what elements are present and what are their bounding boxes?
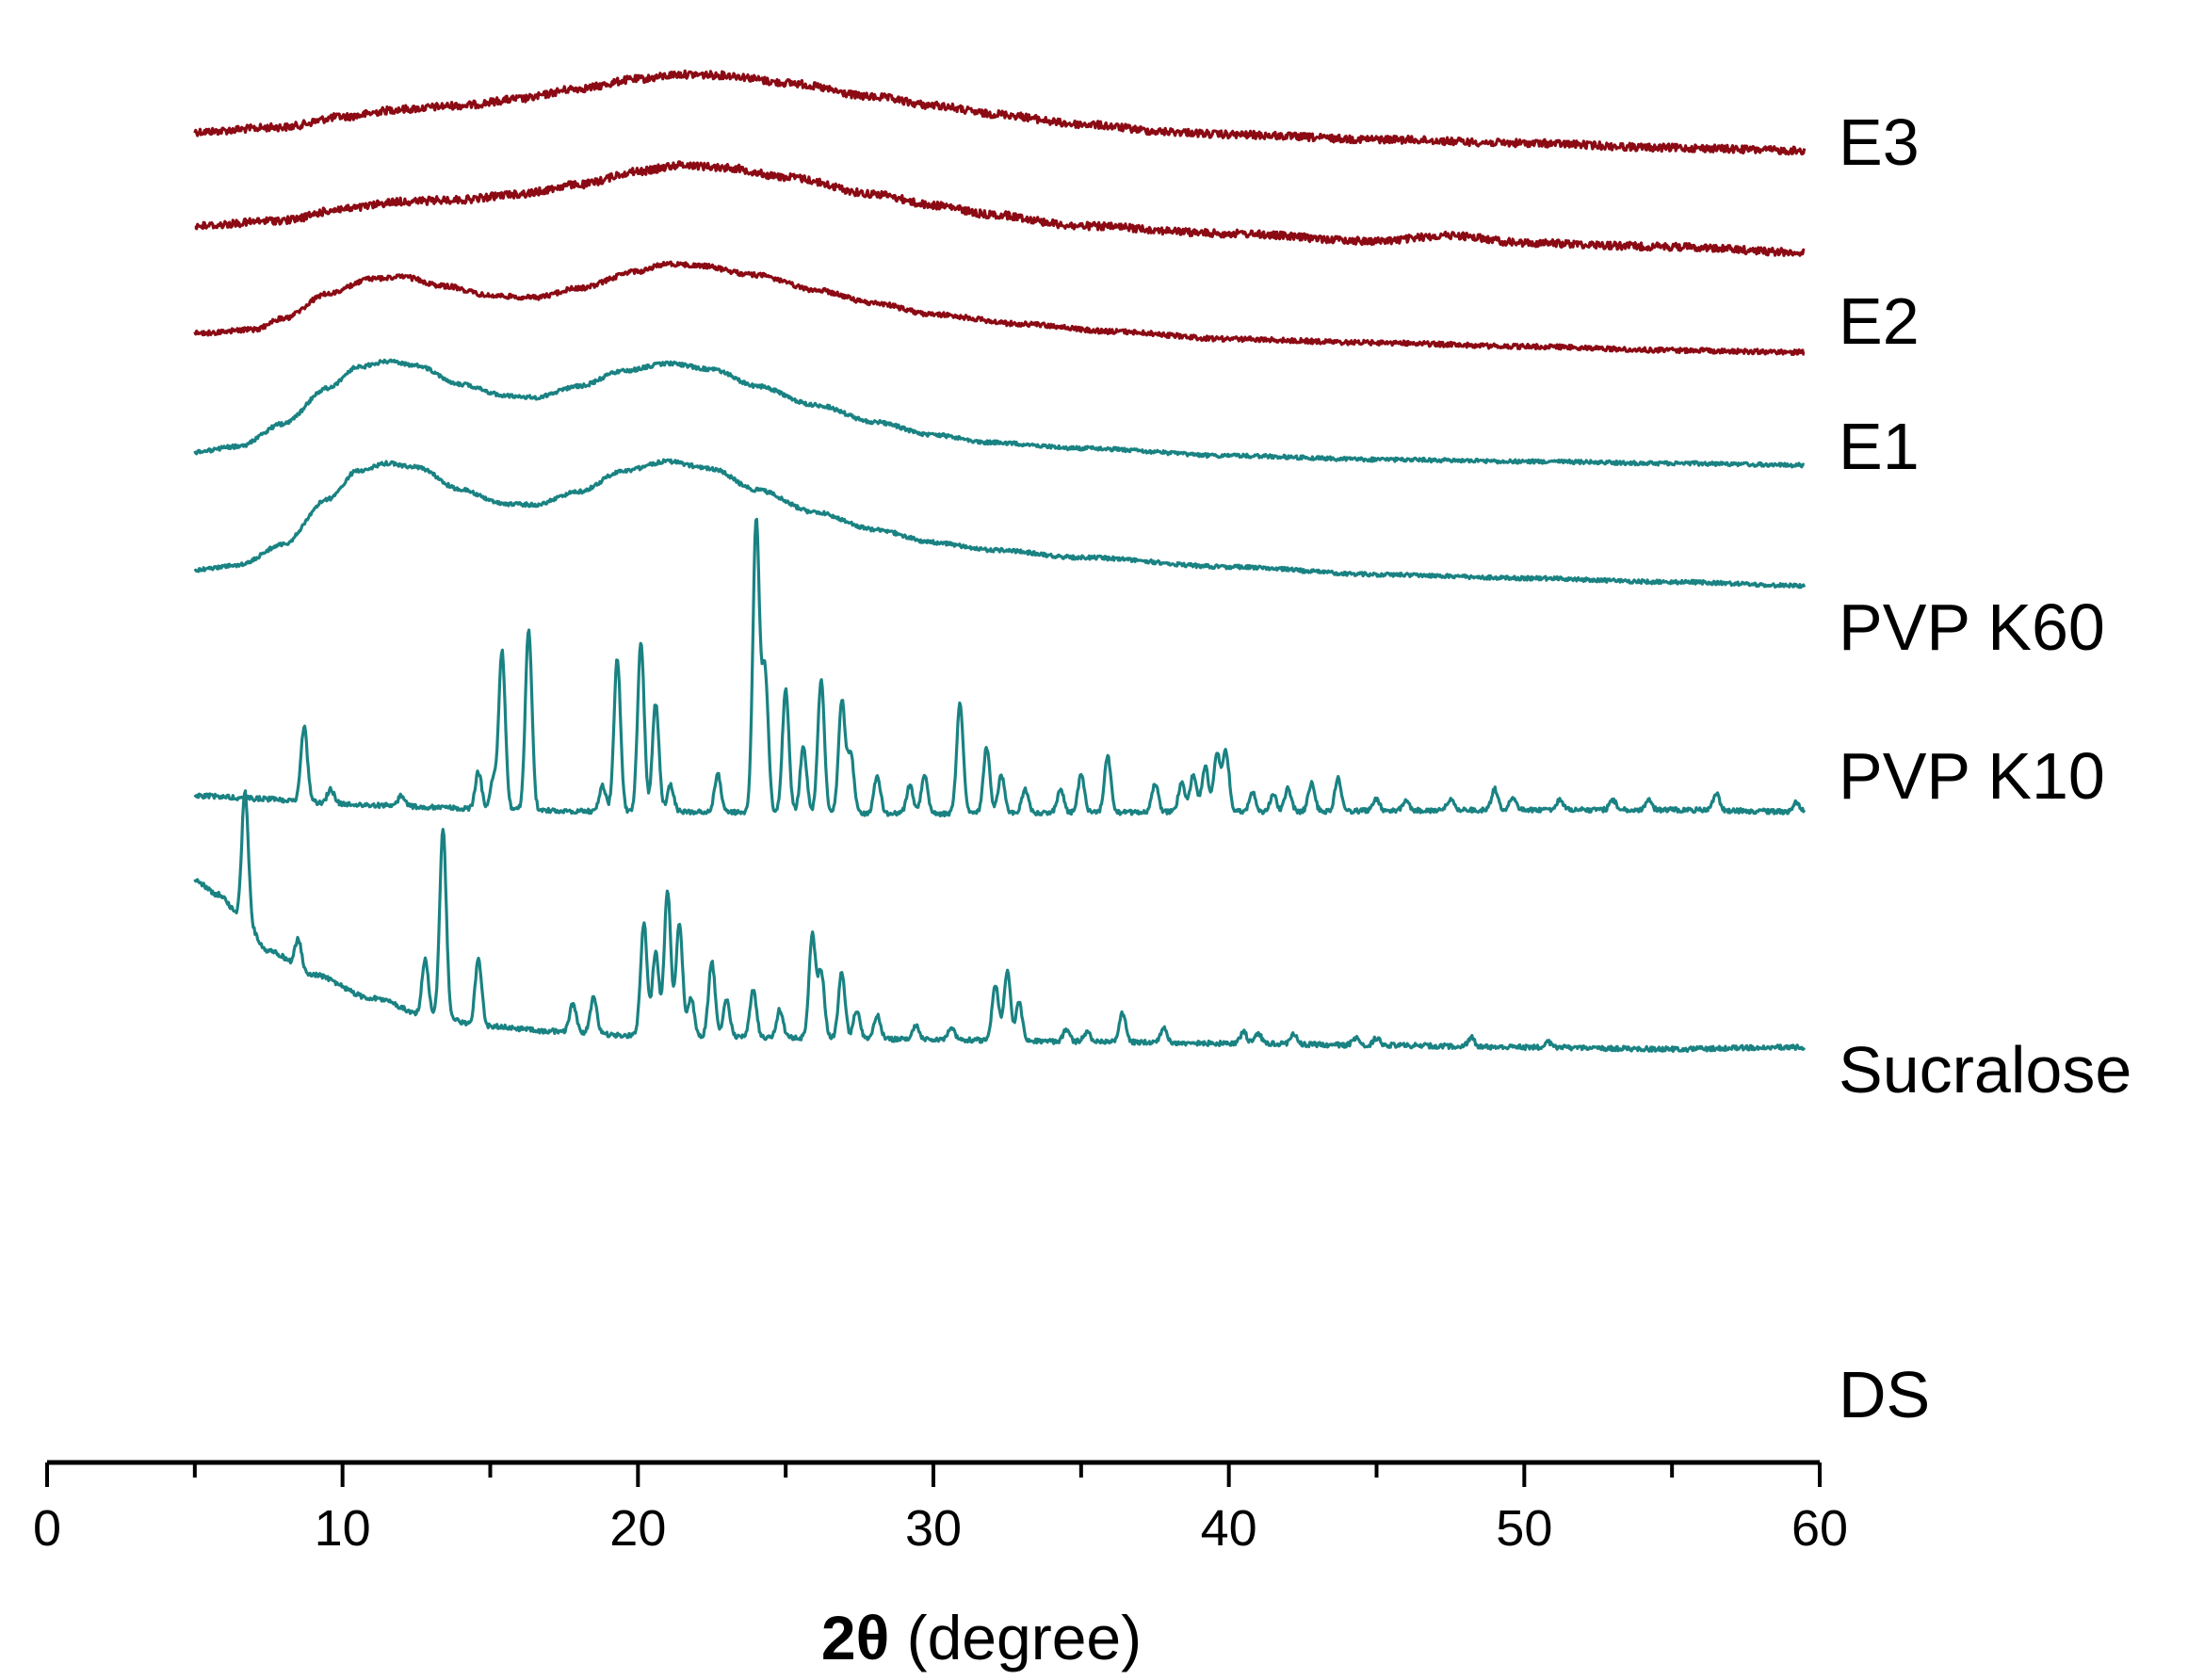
series-label-layer: E3 E2 E1 PVP K60 PVP K10 Sucralose DS — [1839, 105, 2131, 1431]
series-line-e2 — [194, 160, 1806, 257]
series-label-ds: DS — [1839, 1358, 1930, 1431]
series-line-e3 — [193, 69, 1807, 156]
series-label-sucralose: Sucralose — [1839, 1033, 2131, 1107]
x-tick-label-30: 30 — [905, 1500, 962, 1557]
series-label-e3: E3 — [1839, 105, 1920, 179]
series-line-sucralose — [193, 517, 1807, 817]
x-axis-title-symbol: 2θ — [821, 1603, 889, 1672]
series-line-pvp-k60 — [193, 358, 1806, 469]
x-tick-label-60: 60 — [1791, 1500, 1848, 1557]
x-tick-label-10: 10 — [315, 1500, 371, 1557]
series-layer — [193, 69, 1807, 1053]
series-line-pvp-k10 — [193, 458, 1807, 590]
x-axis-title: 2θ (degree) — [821, 1603, 1142, 1672]
series-line-ds — [193, 789, 1807, 1053]
series-label-e2: E2 — [1839, 284, 1920, 358]
x-tick-label-0: 0 — [33, 1500, 61, 1557]
series-label-pvp-k10: PVP K10 — [1839, 739, 2105, 813]
x-axis-title-unit: (degree) — [889, 1603, 1142, 1672]
series-line-e1 — [193, 260, 1806, 356]
series-label-pvp-k60: PVP K60 — [1839, 590, 2105, 664]
x-tick-label-50: 50 — [1496, 1500, 1552, 1557]
x-axis: 0 10 20 30 40 50 60 — [33, 1460, 1848, 1557]
x-tick-label-20: 20 — [609, 1500, 666, 1557]
series-label-e1: E1 — [1839, 410, 1920, 483]
x-tick-label-40: 40 — [1201, 1500, 1257, 1557]
